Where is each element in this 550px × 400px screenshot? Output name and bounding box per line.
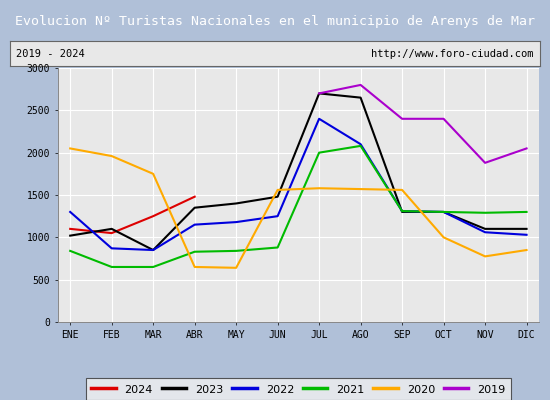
Legend: 2024, 2023, 2022, 2021, 2020, 2019: 2024, 2023, 2022, 2021, 2020, 2019 (86, 378, 511, 400)
Text: 2019 - 2024: 2019 - 2024 (16, 49, 85, 59)
Text: http://www.foro-ciudad.com: http://www.foro-ciudad.com (371, 49, 534, 59)
Text: Evolucion Nº Turistas Nacionales en el municipio de Arenys de Mar: Evolucion Nº Turistas Nacionales en el m… (15, 14, 535, 28)
